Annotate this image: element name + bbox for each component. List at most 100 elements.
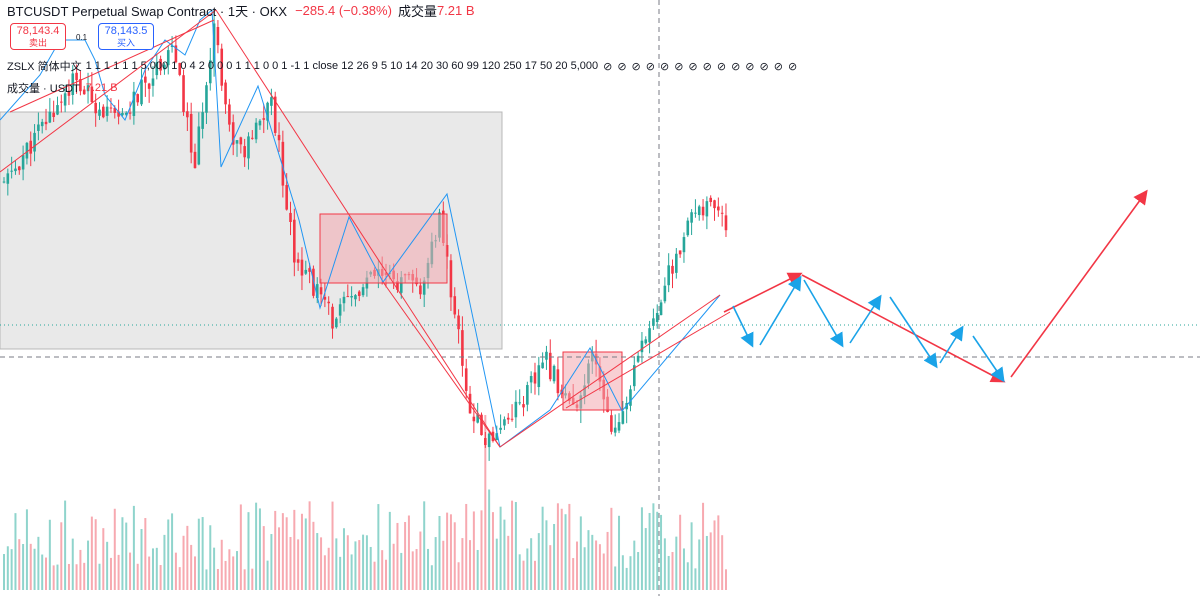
volume-bar xyxy=(698,539,701,590)
volume-pane-value: 7.21 B xyxy=(85,82,118,94)
hidden-plot-icon[interactable]: ⊘ xyxy=(702,60,712,73)
hidden-plot-icon[interactable]: ⊘ xyxy=(645,60,655,73)
volume-bar xyxy=(358,540,361,590)
hidden-plot-icon[interactable]: ⊘ xyxy=(688,60,698,73)
volume-bar xyxy=(129,552,132,590)
projection-blue-arrow xyxy=(732,305,754,348)
hidden-plot-icon[interactable]: ⊘ xyxy=(631,60,641,73)
hidden-plot-icon[interactable]: ⊘ xyxy=(674,60,684,73)
projection-blue-arrow xyxy=(972,335,1005,383)
candle xyxy=(697,206,701,216)
hidden-plot-icon[interactable]: ⊘ xyxy=(787,60,798,73)
candle xyxy=(545,351,548,360)
volume-bar xyxy=(522,560,525,590)
candle xyxy=(675,253,678,273)
volume-label: 成交量 xyxy=(397,4,437,19)
candle xyxy=(713,200,716,209)
consolidation-box-upper xyxy=(319,213,448,284)
volume-bar xyxy=(369,546,372,590)
volume-bar xyxy=(713,520,716,590)
volume-bar xyxy=(392,543,395,590)
candle xyxy=(396,281,399,290)
candle xyxy=(144,76,147,83)
volume-bar xyxy=(140,529,143,590)
hidden-plot-icon[interactable]: ⊘ xyxy=(759,60,769,73)
hidden-plot-icon[interactable]: ⊘ xyxy=(603,60,613,73)
candle xyxy=(529,376,533,383)
volume-bar xyxy=(644,528,647,590)
candle xyxy=(52,112,55,118)
volume-bar xyxy=(553,523,556,590)
candle xyxy=(98,109,101,116)
volume-bar xyxy=(660,514,663,590)
volume-bar xyxy=(400,552,403,590)
volume-bar xyxy=(29,543,32,590)
volume-pane-label: 成交量 · USDT xyxy=(7,83,80,95)
buy-button[interactable]: 78,143.5 买入 xyxy=(98,23,154,50)
volume-bar xyxy=(304,518,307,590)
candle xyxy=(319,287,323,295)
projection-blue-arrows xyxy=(732,275,1005,383)
candle xyxy=(155,62,159,76)
candle xyxy=(254,122,258,140)
sell-button[interactable]: 78,143.4 卖出 xyxy=(10,23,66,50)
volume-bar xyxy=(18,539,21,590)
volume-bar xyxy=(239,504,242,590)
candle xyxy=(239,137,243,145)
consolidation-box-lower xyxy=(562,351,623,411)
volume-bar xyxy=(316,533,319,590)
hidden-plot-icon[interactable]: ⊘ xyxy=(617,60,627,73)
candle xyxy=(258,120,262,126)
volume-bar xyxy=(549,545,552,590)
volume-bar xyxy=(48,519,51,590)
candle xyxy=(304,269,308,274)
volume-bar xyxy=(530,538,533,590)
hidden-plot-icon[interactable]: ⊘ xyxy=(773,60,783,73)
candle xyxy=(82,89,86,95)
hidden-plot-icon[interactable]: ⊘ xyxy=(745,60,755,73)
hidden-plot-icon[interactable]: ⊘ xyxy=(716,60,727,73)
volume-bar xyxy=(205,569,208,590)
candle xyxy=(480,414,483,436)
projection-red-arrow xyxy=(1010,189,1148,378)
volume-bar xyxy=(709,532,712,590)
hidden-plot-icon[interactable]: ⊘ xyxy=(731,60,741,73)
volume-bar xyxy=(533,560,536,590)
candle xyxy=(90,86,94,103)
volume-legend[interactable]: 成交量 · USDT 7.21 B xyxy=(7,80,118,96)
volume-bar xyxy=(125,522,128,590)
candle xyxy=(461,330,464,366)
candle xyxy=(678,250,682,255)
hidden-plot-icon[interactable]: ⊘ xyxy=(659,60,670,73)
volume-bar xyxy=(67,563,70,590)
volume-bar xyxy=(663,538,666,590)
candle xyxy=(556,369,560,394)
volume-bar xyxy=(503,519,506,590)
volume-bar xyxy=(610,507,613,590)
projection-blue-arrow xyxy=(849,294,882,344)
volume-bar xyxy=(151,548,154,590)
candle xyxy=(487,433,491,448)
volume-bar xyxy=(465,503,468,590)
indicator-legend[interactable]: ZSLX 简体中文 1 1 1 1 1 1 5,000 1 0 4 2 0 0 … xyxy=(7,58,797,74)
symbol-title[interactable]: BTCUSDT Perpetual Swap Contract · 1天 · O… xyxy=(7,4,288,19)
candle xyxy=(266,102,269,121)
candle xyxy=(610,415,613,432)
volume-bar xyxy=(243,569,246,590)
candle xyxy=(40,121,44,127)
volume-bar xyxy=(511,500,514,590)
volume-bar xyxy=(572,558,575,590)
volume-bar xyxy=(480,510,483,590)
volume-bar xyxy=(148,556,151,590)
volume-bar xyxy=(606,531,609,590)
volume-bar xyxy=(209,525,212,590)
volume-bar xyxy=(407,515,410,590)
volume-bar xyxy=(190,544,193,590)
volume-bar xyxy=(682,548,685,590)
candle xyxy=(705,201,709,217)
projection-red-arrow xyxy=(723,272,803,313)
candle xyxy=(640,340,644,353)
volume-bar xyxy=(427,548,430,590)
candle xyxy=(132,91,136,116)
